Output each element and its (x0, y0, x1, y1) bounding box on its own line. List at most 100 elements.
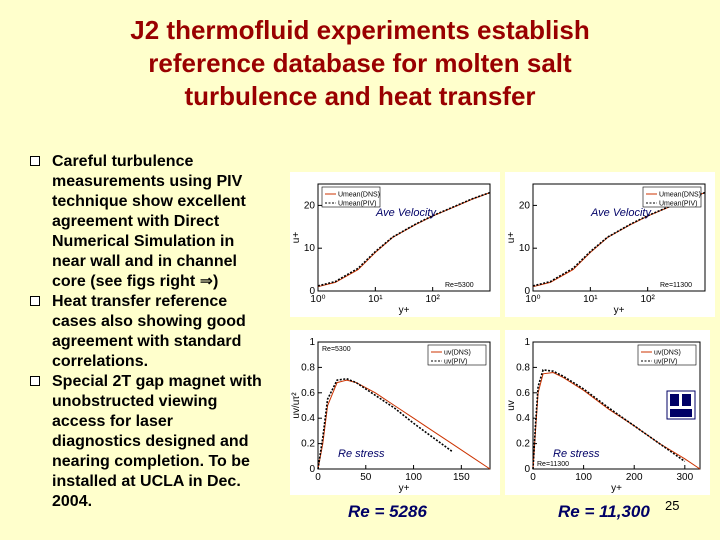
legend-label: Umean(DNS) (659, 192, 701, 199)
y-axis-label: uv (506, 400, 517, 411)
legend-box (642, 186, 702, 208)
y-tick-label: 0.2 (516, 439, 530, 450)
y-axis-label: u+ (291, 232, 302, 244)
y-tick-label: 0.4 (301, 413, 315, 424)
series-line-piv (317, 377, 453, 470)
re-label-right: Re = 11,300 (558, 502, 650, 521)
title-line: reference database for molten salt (148, 48, 572, 78)
x-tick-label: 10¹ (368, 294, 383, 305)
bullet-line: 2004. (52, 493, 93, 510)
y-tick-label: 0.6 (301, 388, 315, 399)
y-tick-label: 1 (309, 337, 315, 348)
x-tick-label: 300 (676, 472, 693, 483)
x-tick-label: 100 (405, 472, 422, 483)
bullet-item: Heat transfer reference cases also showi… (30, 292, 295, 372)
x-tick-label: 0 (530, 472, 536, 483)
bullet-item: Special 2T gap magnet with unobstructed … (30, 372, 295, 512)
title-line: turbulence and heat transfer (184, 81, 536, 111)
x-tick-label: 10² (640, 294, 655, 305)
chart-title: Re stress (338, 448, 385, 460)
checkbox-bullet-icon (30, 376, 40, 386)
y-tick-label: 20 (304, 200, 316, 211)
series-line-piv (532, 369, 686, 470)
y-tick-label: 10 (304, 243, 316, 254)
bullet-line: Careful turbulence (52, 153, 194, 170)
checkbox-bullet-icon (30, 156, 40, 166)
bullet-line: installed at UCLA in Dec. (52, 473, 241, 490)
bullet-item: Careful turbulence measurements using PI… (30, 152, 295, 292)
chart-title: Ave Velocity (590, 207, 652, 219)
bullet-line: nearing completion. To be (52, 453, 250, 470)
x-axis-label: y+ (399, 483, 410, 494)
y-tick-label: 0.8 (516, 362, 530, 373)
legend-label: uv(PIV) (444, 359, 467, 366)
y-tick-label: 0 (524, 464, 530, 475)
velocity-plot-re5300: 10⁰ 10¹ 10² 0 10 20 y+ u+ Umean(DNS) Umean(PIV) Av… (290, 172, 500, 317)
y-tick-label: 0 (524, 286, 530, 297)
chart-annotation: Re=5300 (445, 282, 474, 289)
x-axis-label: y+ (614, 305, 625, 316)
x-tick-label: 10⁰ (310, 294, 325, 305)
bullet-line: core (see figs right ⇒) (52, 273, 219, 290)
bullet-line: cases also showing good (52, 313, 246, 330)
y-tick-label: 0 (309, 464, 315, 475)
chart-title: Ave Velocity (375, 207, 437, 219)
legend-label: uv(DNS) (444, 350, 471, 357)
y-tick-label: 0 (309, 286, 315, 297)
x-tick-label: 100 (575, 472, 592, 483)
bullet-line: unobstructed viewing (52, 393, 218, 410)
y-axis-label: u+ (506, 232, 517, 244)
title-line: J2 thermofluid experiments establish (130, 15, 590, 45)
y-tick-label: 0.6 (516, 388, 530, 399)
bullet-list: Careful turbulence measurements using PI… (30, 152, 295, 512)
stress-plot-re5300: 0 50 100 150 0 0.2 0.4 0.6 0.8 1 y+ uv/uτ² uv(DNS) uv… (290, 330, 500, 495)
chart-title: Re stress (553, 448, 600, 460)
bullet-line: near wall and in channel (52, 253, 237, 270)
bullet-line: Heat transfer reference (52, 293, 228, 310)
bullet-line: agreement with Direct (52, 213, 220, 230)
x-tick-label: 10⁰ (525, 294, 540, 305)
y-tick-label: 10 (519, 243, 531, 254)
bullet-line: Numerical Simulation in (52, 233, 235, 250)
x-axis-label: y+ (611, 483, 622, 494)
x-tick-label: 10¹ (583, 294, 598, 305)
bullet-line: diagnostics designed and (52, 433, 249, 450)
y-tick-label: 0.8 (301, 362, 315, 373)
y-tick-label: 1 (524, 337, 530, 348)
x-tick-label: 10² (425, 294, 440, 305)
x-tick-label: 200 (626, 472, 643, 483)
slide-title: J2 thermofluid experiments establish ref… (40, 14, 680, 113)
x-tick-label: 0 (315, 472, 321, 483)
chart-annotation: Re=11300 (537, 461, 569, 468)
series-line-dns (317, 192, 491, 288)
legend-box (637, 344, 697, 366)
x-axis-label: y+ (399, 305, 410, 316)
re-label-left: Re = 5286 (348, 502, 427, 521)
y-tick-label: 20 (519, 200, 531, 211)
plot-frame (317, 183, 491, 292)
plot-frame (532, 183, 706, 292)
page-number: 25 (665, 498, 680, 513)
bullet-line: agreement with standard (52, 333, 242, 350)
legend-box (321, 186, 381, 208)
x-tick-label: 150 (453, 472, 470, 483)
bullet-line: Special 2T gap magnet with (52, 373, 262, 390)
plot-frame (317, 341, 491, 470)
legend-label: uv(DNS) (654, 350, 681, 357)
velocity-plot-re11300: 10⁰ 10¹ 10² 0 10 20 y+ u+ Umean(DNS) Umean(PIV) Av… (505, 172, 715, 317)
bullet-line: access for laser (52, 413, 173, 430)
legend-label: Umean(PIV) (659, 201, 698, 208)
checkbox-bullet-icon (30, 296, 40, 306)
legend-label: Umean(DNS) (338, 192, 380, 199)
y-tick-label: 0.4 (516, 413, 530, 424)
chart-annotation: Re=5300 (322, 346, 351, 353)
y-tick-label: 0.2 (301, 439, 315, 450)
ucla-logo-icon (666, 390, 696, 420)
x-tick-label: 50 (360, 472, 372, 483)
legend-label: Umean(PIV) (338, 201, 377, 208)
bullet-line: technique show excellent (52, 193, 246, 210)
bullet-line: measurements using PIV (52, 173, 243, 190)
chart-annotation: Re=11300 (660, 282, 692, 289)
plot-frame (532, 341, 701, 470)
y-axis-label: uv/uτ² (291, 392, 302, 419)
